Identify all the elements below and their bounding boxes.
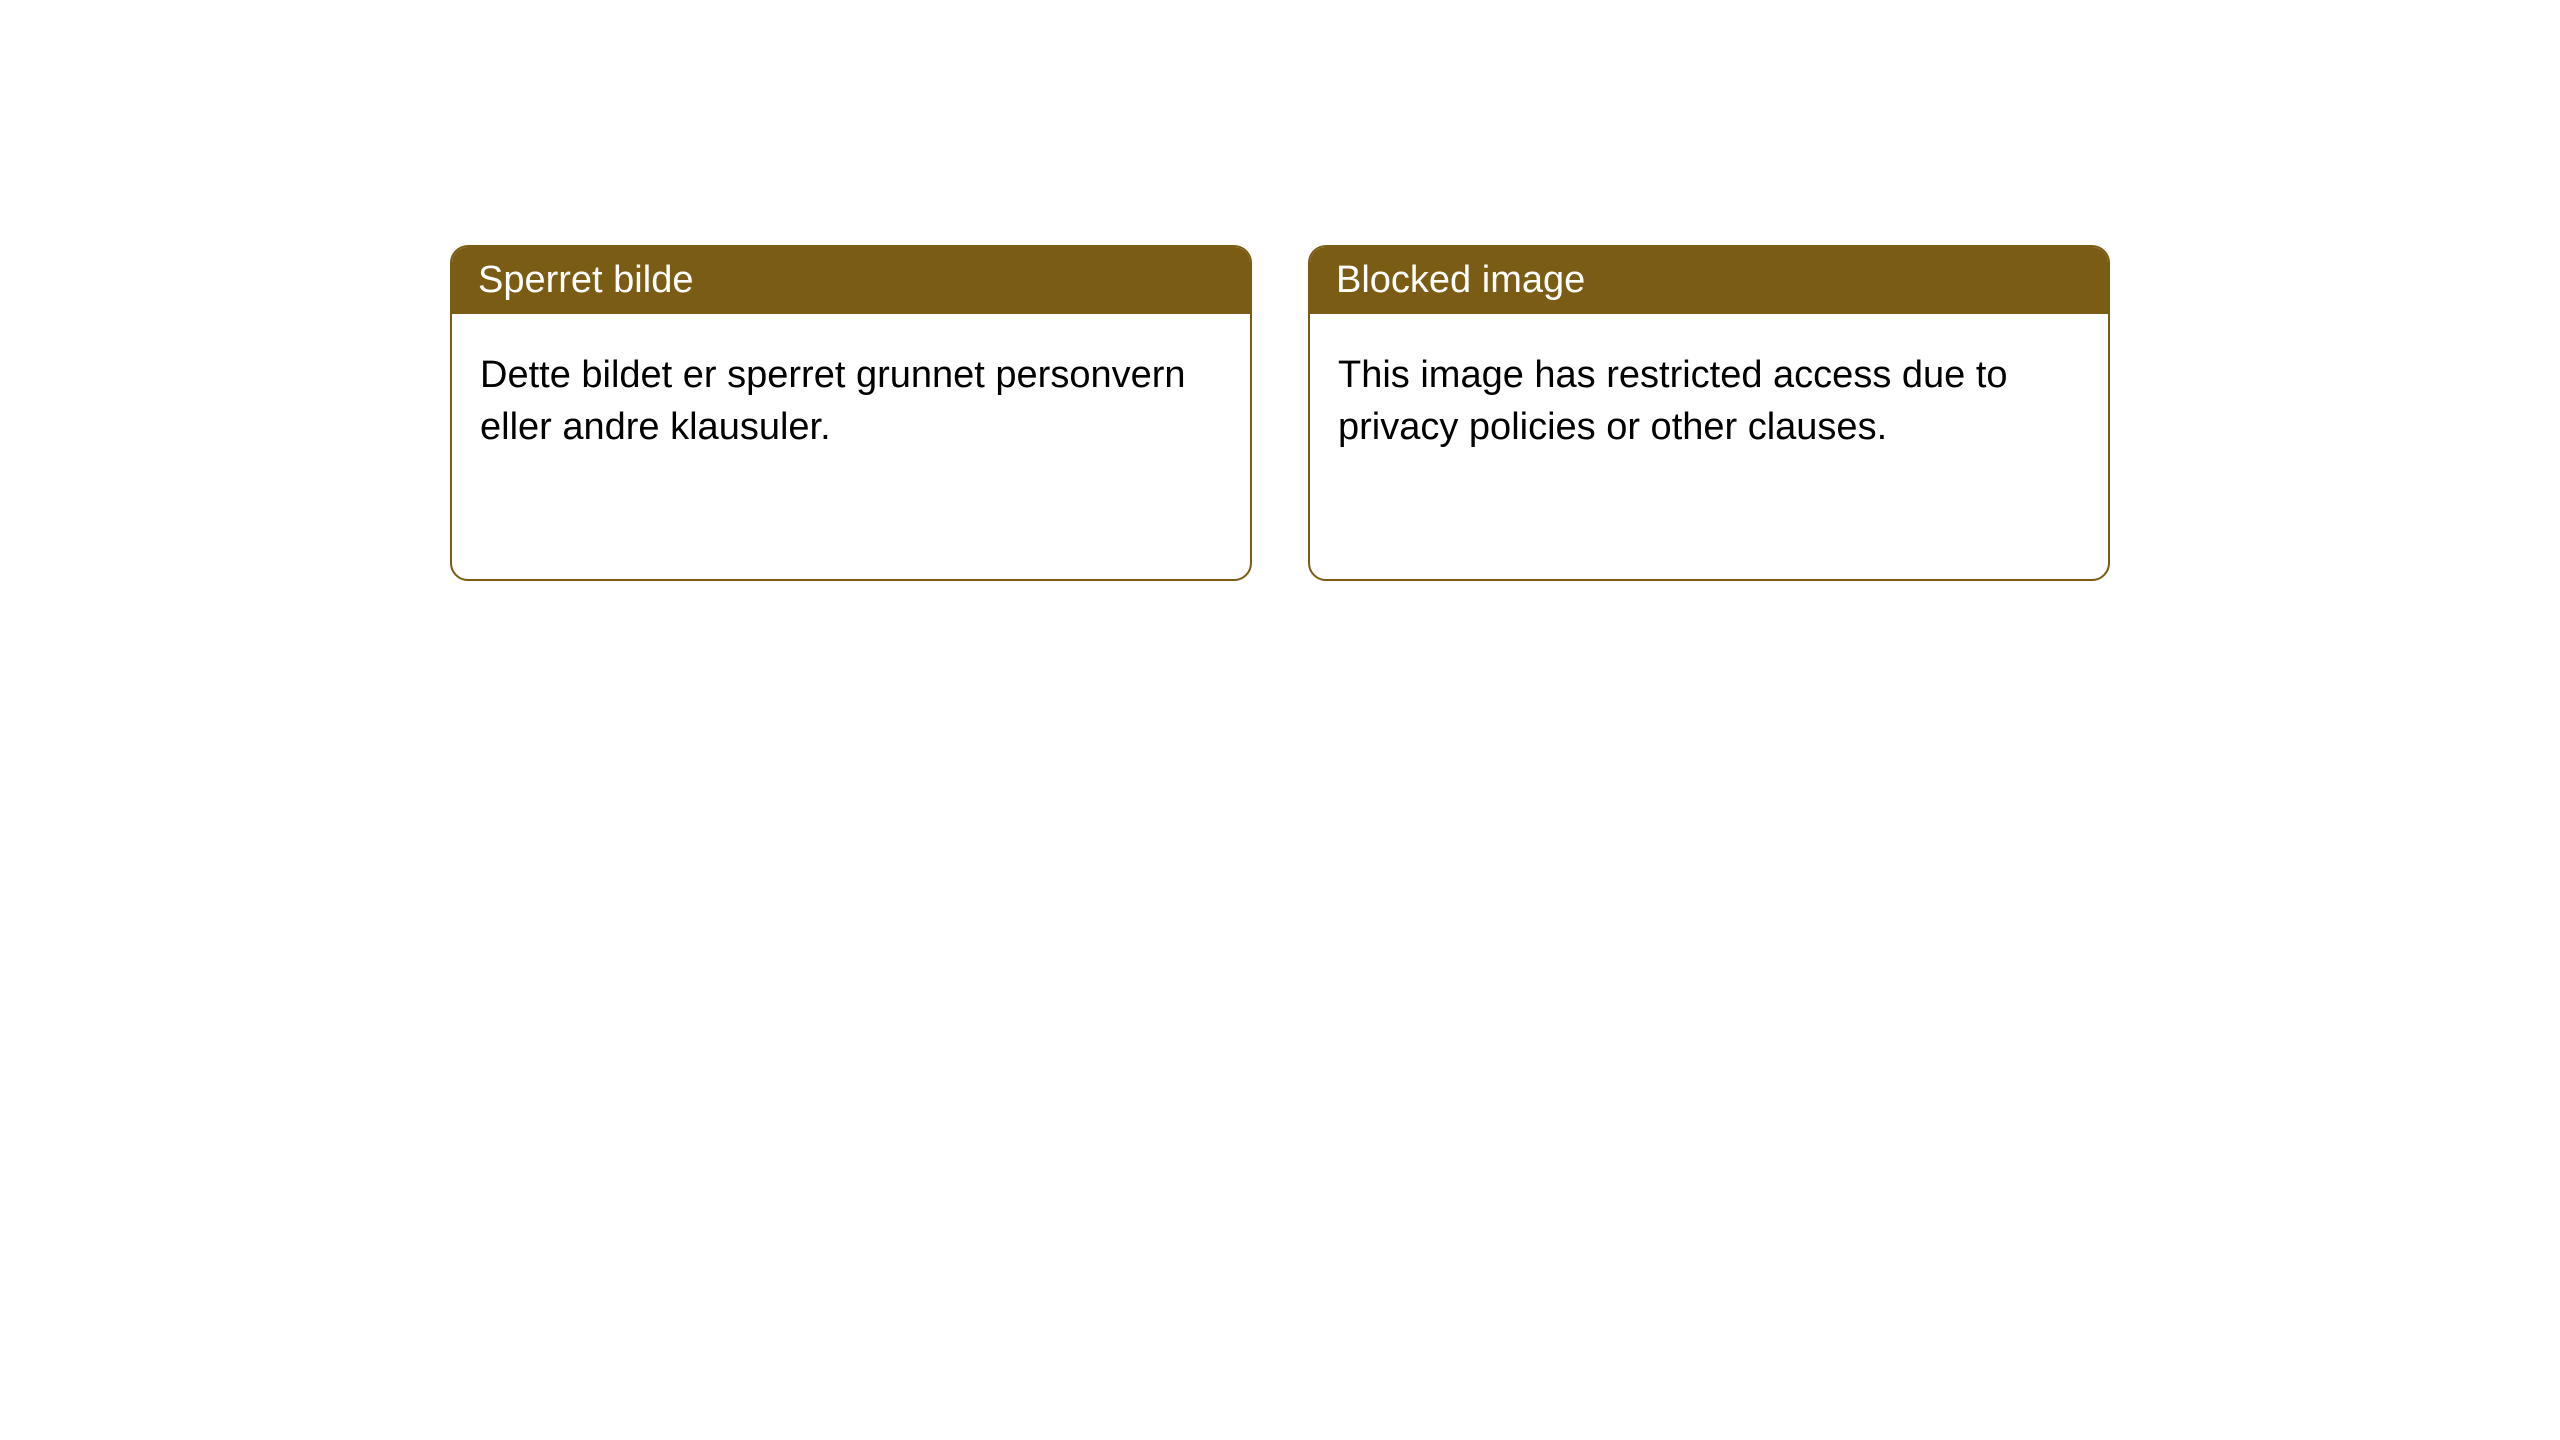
card-title-en: Blocked image	[1336, 259, 1585, 301]
card-body-no: Dette bildet er sperret grunnet personve…	[452, 314, 1250, 489]
card-title-no: Sperret bilde	[478, 259, 693, 301]
card-header-no: Sperret bilde	[452, 247, 1250, 314]
card-body-text-en: This image has restricted access due to …	[1338, 354, 2008, 448]
blocked-image-card-en: Blocked image This image has restricted …	[1308, 245, 2110, 581]
blocked-image-cards: Sperret bilde Dette bildet er sperret gr…	[450, 245, 2110, 581]
card-header-en: Blocked image	[1310, 247, 2108, 314]
blocked-image-card-no: Sperret bilde Dette bildet er sperret gr…	[450, 245, 1252, 581]
card-body-en: This image has restricted access due to …	[1310, 314, 2108, 489]
card-body-text-no: Dette bildet er sperret grunnet personve…	[480, 354, 1186, 448]
